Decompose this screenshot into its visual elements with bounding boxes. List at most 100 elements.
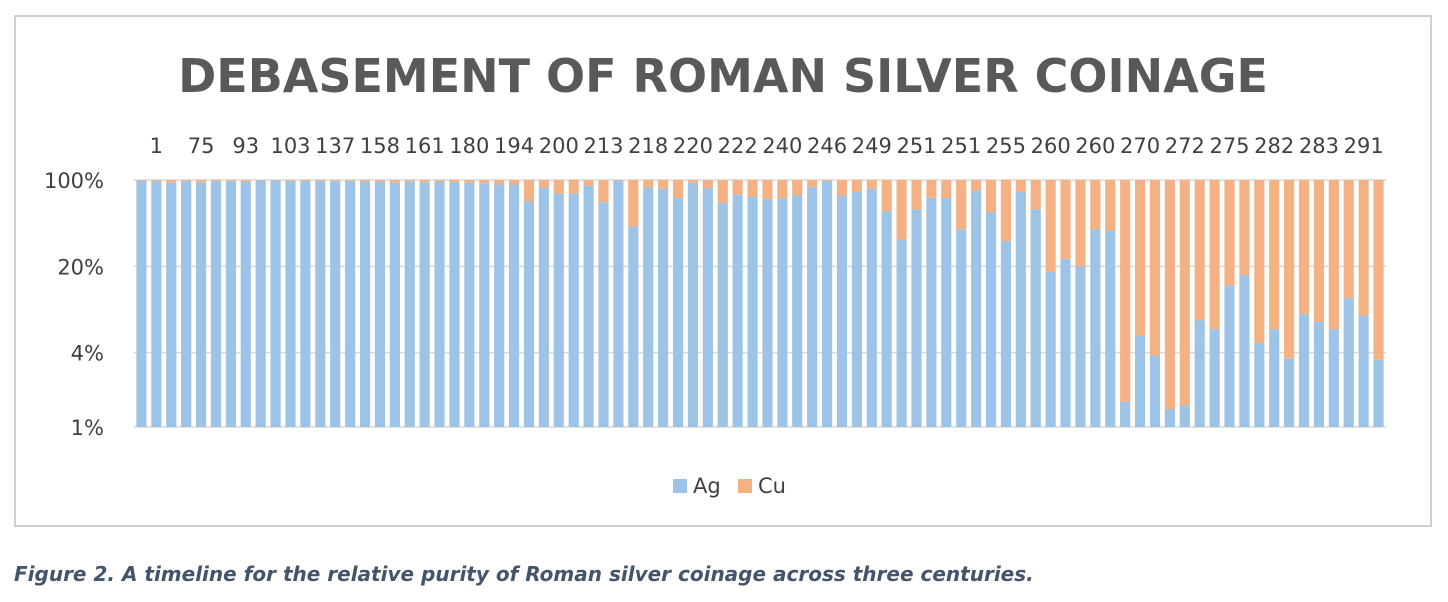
bar-cu — [672, 180, 684, 198]
bar-cu — [1030, 180, 1041, 210]
bar-cu — [285, 180, 296, 182]
bar-ag — [1239, 275, 1250, 427]
x-tick-label: 246 — [807, 134, 847, 158]
bar-cu — [1254, 180, 1265, 343]
bar-cu — [807, 180, 818, 187]
bar-cu — [255, 180, 266, 181]
bar-ag — [1030, 209, 1041, 427]
bar-cu — [151, 180, 162, 182]
bar-ag — [583, 185, 594, 427]
y-tick-label: 20% — [57, 255, 104, 279]
bar-ag — [1060, 258, 1071, 427]
bar-ag — [449, 182, 460, 427]
chart-frame: DEBASEMENT OF ROMAN SILVER COINAGE 100% 2… — [14, 15, 1432, 527]
bar-cu — [523, 180, 535, 202]
bar-ag — [464, 182, 475, 427]
bar-cu — [225, 180, 236, 182]
bar-ag — [1358, 315, 1369, 427]
bar-ag — [926, 197, 937, 427]
bar-cu — [613, 180, 624, 181]
bar-ag — [419, 182, 430, 427]
bar-cu — [1060, 180, 1071, 259]
bar-cu — [896, 180, 907, 240]
x-tick-label: 255 — [986, 134, 1026, 158]
bar-cu — [1135, 180, 1146, 336]
bar-cu — [777, 180, 788, 199]
bar-cu — [732, 180, 743, 195]
bar-ag — [732, 194, 743, 427]
bar-ag — [762, 199, 773, 427]
x-tick-label: 251 — [896, 134, 936, 158]
bar-cu — [389, 180, 400, 183]
bar-cu — [747, 180, 758, 197]
legend: Ag Cu — [673, 474, 786, 498]
bar-ag — [1284, 358, 1295, 427]
bar-cu — [658, 180, 669, 189]
bar-ag — [181, 181, 192, 427]
bar-cu — [583, 180, 594, 186]
x-tick-label: 158 — [360, 134, 400, 158]
bar-ag — [1313, 321, 1324, 427]
y-tick-label: 100% — [44, 169, 104, 193]
bar-ag — [509, 184, 520, 427]
x-tick-label: 283 — [1299, 134, 1339, 158]
bar-cu — [300, 180, 311, 182]
bar-cu — [359, 180, 371, 182]
bar-ag — [404, 181, 415, 427]
bar-ag — [270, 180, 281, 427]
bar-cu — [181, 180, 192, 182]
x-tick-label: 291 — [1344, 134, 1384, 158]
bar-cu — [1224, 180, 1235, 286]
bar-ag — [1149, 355, 1161, 427]
bar-ag — [643, 187, 654, 427]
bar-cu — [926, 180, 937, 198]
legend-swatch-cu — [738, 479, 752, 493]
x-tick-label: 103 — [270, 134, 310, 158]
bar-ag — [702, 188, 713, 427]
bar-ag — [285, 181, 296, 427]
bar-cu — [1045, 180, 1056, 272]
bar-ag — [1224, 285, 1235, 427]
bar-cu — [628, 180, 639, 227]
x-tick-label: 137 — [315, 134, 355, 158]
bar-cu — [449, 180, 460, 183]
bar-ag — [1194, 320, 1205, 427]
bar-cu — [866, 180, 877, 189]
bar-cu — [1075, 180, 1086, 267]
x-axis-ticks: 1 75 93 103 137 158 161 180 194 200 213 218 220 222 24… — [150, 134, 1384, 158]
bar-cu — [1328, 180, 1339, 330]
bar-ag — [1179, 405, 1190, 427]
x-tick-label: 272 — [1165, 134, 1205, 158]
x-tick-label: 240 — [762, 134, 802, 158]
bar-ag — [1000, 241, 1011, 427]
bar-cu — [1298, 180, 1310, 315]
bar-ag — [1105, 230, 1116, 427]
bar-cu — [1343, 180, 1354, 299]
y-axis-ticks: 100% 20% 4% 1% — [44, 169, 104, 440]
x-tick-label: 161 — [405, 134, 445, 158]
bar-cu — [494, 180, 505, 185]
bar-cu — [1179, 180, 1190, 406]
bar-cu — [315, 180, 326, 182]
bar-ag — [225, 181, 236, 427]
x-tick-label: 75 — [188, 134, 215, 158]
bar-ag — [1045, 271, 1056, 427]
bar-ag — [389, 182, 400, 427]
bar-cu — [1164, 180, 1175, 409]
x-tick-label: 213 — [583, 134, 623, 158]
bar-cu — [568, 180, 579, 194]
bar-cu — [464, 180, 475, 183]
bar-cu — [1000, 180, 1011, 242]
x-tick-label: 180 — [449, 134, 489, 158]
bar-cu — [538, 180, 549, 188]
bar-cu — [1209, 180, 1220, 330]
bar-ag — [658, 188, 669, 427]
bar-cu — [136, 180, 147, 181]
bar-ag — [911, 209, 922, 427]
bar-ag — [1373, 359, 1384, 427]
bar-ag — [628, 226, 639, 427]
bar-ag — [255, 180, 266, 427]
bar-ag — [1075, 266, 1086, 427]
bar-ag — [687, 182, 698, 427]
bar-ag — [941, 197, 952, 427]
